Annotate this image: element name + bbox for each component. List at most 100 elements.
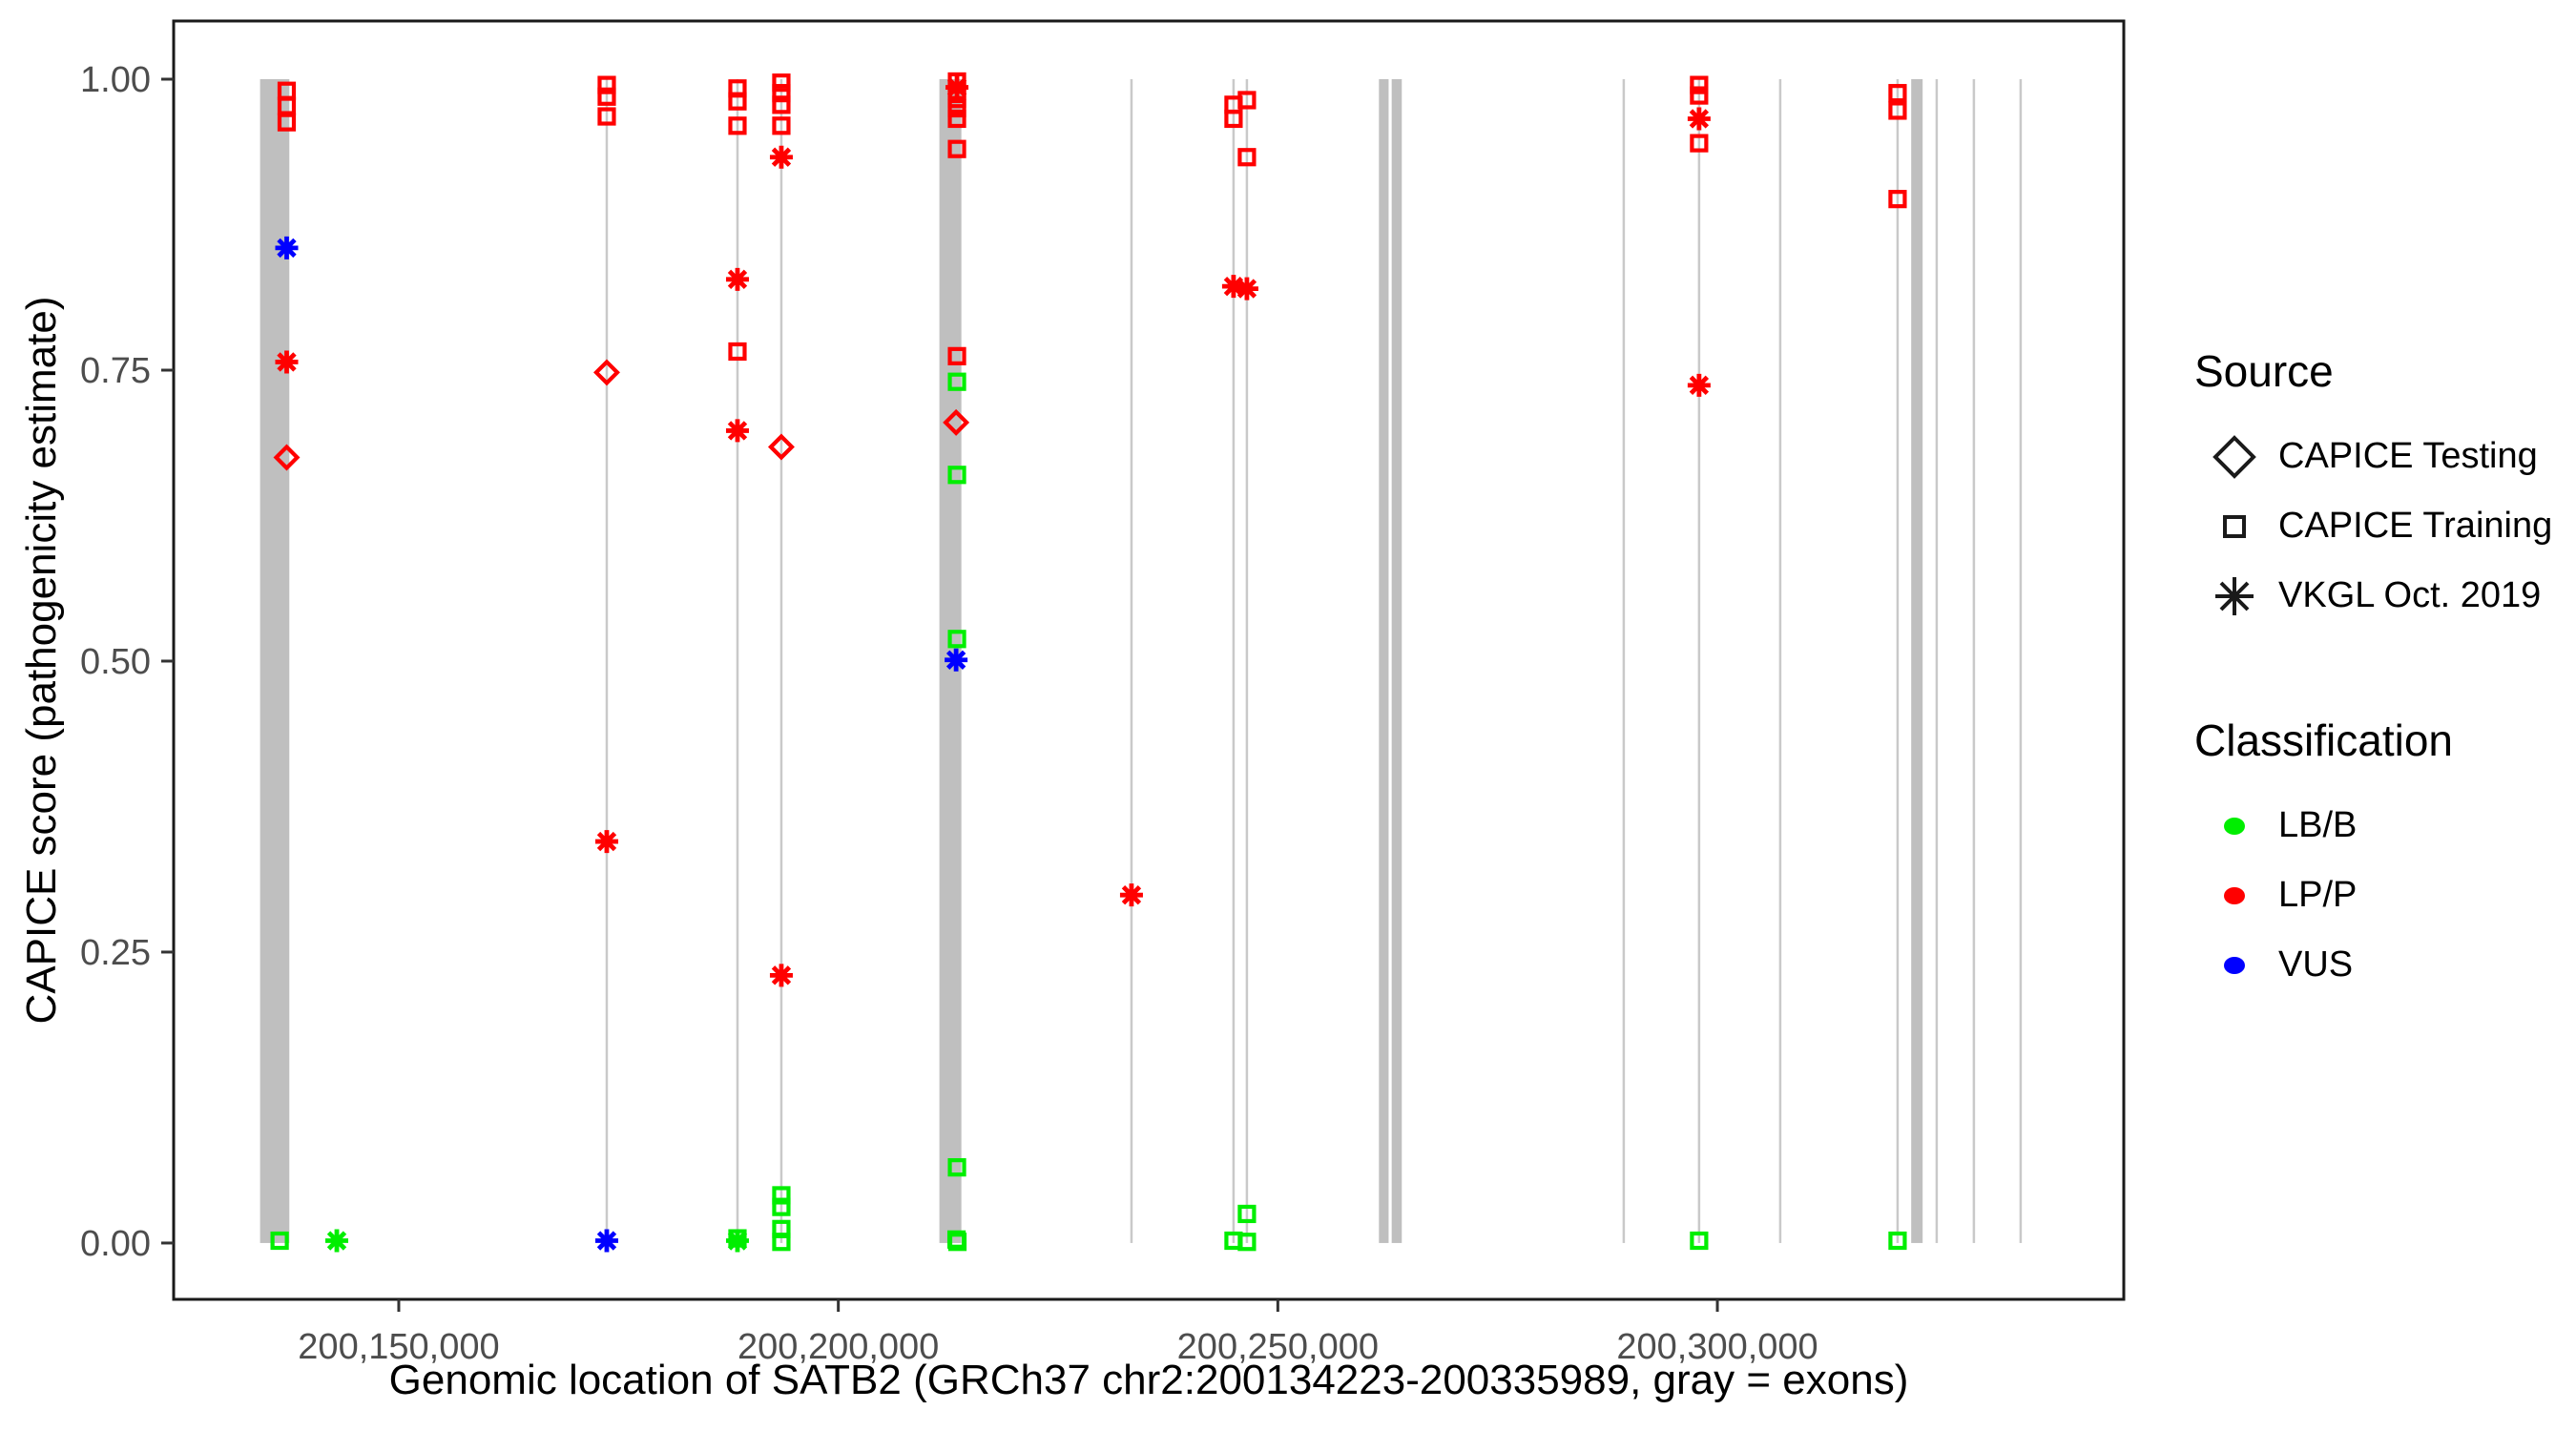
exon-line	[1935, 78, 1939, 1243]
exon-line	[1896, 78, 1900, 1243]
panel-border	[172, 19, 2126, 1301]
data-point	[725, 267, 749, 291]
data-point	[728, 92, 747, 111]
data-point	[772, 116, 791, 135]
data-point	[728, 116, 747, 135]
data-point	[1690, 134, 1709, 153]
legend: Source CAPICE Testing CAPICE Training VKGL…	[2194, 345, 2566, 1000]
exon-line	[1778, 78, 1782, 1243]
data-point	[772, 95, 791, 114]
data-point	[947, 372, 966, 391]
data-point	[947, 1158, 966, 1177]
legend-item-square: CAPICE Training	[2194, 491, 2566, 561]
exon-bar	[260, 78, 290, 1243]
data-point	[594, 830, 618, 854]
data-point	[769, 964, 793, 987]
data-point	[597, 87, 616, 106]
y-tick-label: 0.25	[80, 933, 151, 973]
legend-item-classification: LP/P	[2194, 861, 2566, 930]
data-point	[772, 1186, 791, 1205]
data-point	[1687, 373, 1711, 397]
data-point	[767, 433, 795, 461]
data-point	[273, 444, 301, 471]
data-point	[594, 1229, 618, 1253]
legend-item-label: CAPICE Training	[2278, 506, 2553, 546]
data-point	[1888, 84, 1907, 103]
data-point	[947, 139, 966, 158]
exon-line	[605, 78, 609, 1243]
data-point	[725, 1229, 749, 1253]
data-point	[947, 1233, 967, 1252]
data-point	[772, 1233, 791, 1252]
legend-gap	[2194, 631, 2566, 715]
x-axis-title: Genomic location of SATB2 (GRCh37 chr2:2…	[388, 1357, 1909, 1403]
data-point	[275, 350, 299, 374]
data-point	[275, 236, 299, 259]
data-point	[597, 107, 616, 126]
legend-item-diamond: CAPICE Testing	[2194, 422, 2566, 491]
data-point	[1237, 1204, 1257, 1224]
data-point	[1690, 1231, 1709, 1251]
legend-source-items: CAPICE Testing CAPICE Training VKGL Oct. 2…	[2194, 422, 2566, 631]
legend-classification-title: Classification	[2194, 716, 2453, 765]
data-point	[1119, 883, 1143, 907]
legend-item-label: VKGL Oct. 2019	[2278, 575, 2542, 615]
data-point	[277, 113, 297, 132]
y-axis-title: CAPICE score (pathogenicity estimate)	[18, 296, 65, 1025]
y-tick-label: 0.75	[80, 351, 151, 391]
data-point	[947, 98, 966, 118]
data-point	[597, 75, 616, 94]
data-point	[945, 75, 969, 99]
data-point	[1888, 101, 1907, 120]
exon-line	[736, 78, 739, 1243]
legend-source-title: Source	[2194, 346, 2334, 396]
data-point	[592, 359, 620, 386]
legend-item-label: LB/B	[2278, 805, 2358, 845]
exon-line	[2019, 78, 2023, 1243]
data-point	[728, 342, 747, 362]
data-point	[1888, 1231, 1907, 1251]
color-dot-icon	[2208, 939, 2261, 992]
legend-item-label: LP/P	[2278, 875, 2358, 915]
data-point	[1237, 91, 1257, 110]
data-point	[270, 1231, 289, 1251]
exon-bar	[1911, 78, 1923, 1243]
data-point	[947, 346, 966, 365]
data-point	[1221, 275, 1245, 299]
data-point	[1888, 190, 1907, 209]
data-point	[947, 90, 966, 109]
legend-classification-items: LB/B LP/P VUS	[2194, 791, 2566, 1000]
exon-line	[1130, 78, 1133, 1243]
data-point	[947, 630, 966, 649]
color-dot-icon	[2208, 869, 2261, 923]
data-point	[725, 419, 749, 443]
exon-line	[1622, 78, 1626, 1243]
data-point	[943, 408, 970, 436]
exon-bar	[1391, 78, 1402, 1243]
data-point	[945, 648, 968, 672]
data-point	[1690, 86, 1709, 105]
legend-item-label: VUS	[2278, 944, 2354, 985]
data-point	[325, 1229, 349, 1253]
exon-line	[1245, 78, 1249, 1243]
data-point	[1690, 75, 1709, 94]
y-tick-label: 0.50	[80, 642, 151, 682]
x-tick-label: 200,200,000	[737, 1327, 939, 1367]
x-tick-label: 200,250,000	[1177, 1327, 1379, 1367]
data-point	[1687, 107, 1711, 131]
legend-item-classification: VUS	[2194, 930, 2566, 1000]
exon-bar	[1379, 78, 1389, 1243]
color-dot-icon	[2208, 799, 2261, 853]
asterisk-icon	[2208, 570, 2261, 623]
data-point	[947, 466, 966, 485]
data-point	[772, 84, 791, 103]
legend-item-classification: LB/B	[2194, 791, 2566, 861]
exon-line	[1972, 78, 1976, 1243]
y-tick-label: 1.00	[80, 60, 151, 100]
exon-line	[1697, 78, 1701, 1243]
data-point	[772, 73, 791, 93]
exon-line	[779, 78, 783, 1243]
square-icon	[2208, 500, 2261, 553]
